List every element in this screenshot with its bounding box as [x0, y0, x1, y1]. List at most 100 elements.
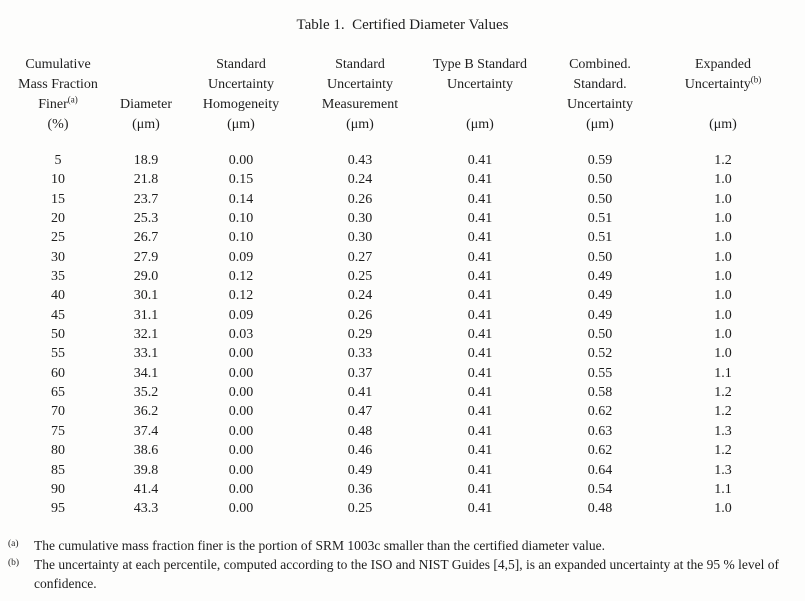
- table-cell: 21.8: [133, 172, 159, 188]
- table-cell: 0.62: [587, 404, 613, 420]
- table-cell: 75: [51, 423, 65, 439]
- column-header-text: Standard: [216, 57, 266, 72]
- table-cell: 0.51: [587, 211, 613, 227]
- table-cell: 1.2: [714, 404, 732, 420]
- table-cell: 0.00: [228, 385, 254, 401]
- table-row: 10 21.8 0.15 0.24 0.41 0.50 1.0: [6, 170, 786, 189]
- column-header-line: Uncertainty: [300, 75, 420, 95]
- table-cell: 0.12: [228, 288, 254, 304]
- footnote-text: The cumulative mass fraction finer is th…: [34, 538, 605, 553]
- column-header-text: Type B Standard: [433, 57, 527, 72]
- table-cell: 0.49: [587, 307, 613, 323]
- column-header-type-b-standard-uncertainty: Type B Standard Uncertainty (μm): [420, 55, 540, 135]
- column-header-line: (μm): [300, 115, 420, 135]
- column-header-line: Finer(a): [6, 95, 110, 115]
- table-cell: 0.09: [228, 307, 254, 323]
- column-header-text: (μm): [586, 117, 614, 132]
- column-header-text: Uncertainty: [326, 77, 394, 92]
- table-cell: 15: [51, 191, 65, 207]
- table-cell: 0.41: [467, 443, 493, 459]
- table-cell: 0.10: [228, 211, 254, 227]
- table-cell: 0.41: [467, 346, 493, 362]
- table-cell: 0.54: [587, 481, 613, 497]
- column-header-text: (μm): [346, 117, 374, 132]
- table-row: 45 31.1 0.09 0.26 0.41 0.49 1.0: [6, 306, 786, 325]
- table-cell: 0.43: [347, 153, 373, 168]
- table-cell: 0.41: [467, 230, 493, 246]
- table-cell: 0.41: [467, 501, 493, 517]
- table-cell: 0.50: [587, 327, 613, 343]
- table-cell: 30: [51, 249, 65, 265]
- table-cell: 31.1: [133, 307, 159, 323]
- table-cell: 1.2: [714, 443, 732, 459]
- table-cell: 0.49: [587, 288, 613, 304]
- footnote: (a) The cumulative mass fraction finer is…: [8, 536, 800, 555]
- footnote-marker: (b): [8, 558, 20, 568]
- table-cell: 1.0: [714, 172, 732, 188]
- column-header-text: Standard.: [573, 77, 627, 92]
- table-cell: 50: [51, 327, 65, 343]
- table-cell: 1.0: [714, 346, 732, 362]
- column-header-line: [110, 75, 182, 95]
- table-cell: 25.3: [133, 211, 159, 227]
- table-cell: 0.00: [228, 423, 254, 439]
- column-header-text: Standard: [335, 57, 385, 72]
- table-cell: 0.62: [587, 443, 613, 459]
- table-cell: 0.00: [228, 443, 254, 459]
- column-header-text: Measurement: [321, 97, 399, 112]
- table-cell: 0.00: [228, 346, 254, 362]
- table-row: 85 39.8 0.00 0.49 0.41 0.64 1.3: [6, 461, 786, 480]
- table-cell: 80: [51, 443, 65, 459]
- table-row: 40 30.1 0.12 0.24 0.41 0.49 1.0: [6, 286, 786, 305]
- column-header-text: Combined.: [569, 57, 631, 72]
- table-cell: 1.0: [714, 230, 732, 246]
- table-cell: 0.41: [467, 269, 493, 285]
- column-header-text: Mass Fraction: [18, 77, 98, 92]
- table-cell: 0.41: [467, 385, 493, 401]
- table-cell: 29.0: [133, 269, 159, 285]
- table-cell: 5: [54, 153, 62, 168]
- table-cell: 0.58: [587, 385, 613, 401]
- column-header-line: Uncertainty: [182, 75, 300, 95]
- table-cell: 0.00: [228, 481, 254, 497]
- table-cell: 0.41: [467, 365, 493, 381]
- table-cell: 0.00: [228, 501, 254, 517]
- column-header-standard-uncertainty-homogeneity: Standard Uncertainty Homogeneity (μm): [182, 55, 300, 135]
- table-cell: 0.36: [347, 481, 373, 497]
- table-row: 65 35.2 0.00 0.41 0.41 0.58 1.2: [6, 383, 786, 402]
- table-cell: 0.03: [228, 327, 254, 343]
- column-header-line: Mass Fraction: [6, 75, 110, 95]
- table-cell: 0.26: [347, 191, 373, 207]
- table-cell: 1.0: [714, 269, 732, 285]
- table-cell: 0.25: [347, 269, 373, 285]
- table-cell: 1.2: [714, 153, 732, 168]
- table-row: 55 33.1 0.00 0.33 0.41 0.52 1.0: [6, 344, 786, 363]
- table-row: 5 18.9 0.00 0.43 0.41 0.59 1.2: [6, 151, 786, 170]
- column-header-line: Uncertainty: [540, 95, 660, 115]
- table-row: 15 23.7 0.14 0.26 0.41 0.50 1.0: [6, 190, 786, 209]
- column-header-line: Combined.: [540, 55, 660, 75]
- column-header-line: (μm): [182, 115, 300, 135]
- table-cell: 1.3: [714, 423, 732, 439]
- column-header-cumulative-mass-fraction-finer: Cumulative Mass Fraction Finer(a) (%): [6, 55, 110, 135]
- table-cell: 33.1: [133, 346, 159, 362]
- table-cell: 27.9: [133, 249, 159, 265]
- column-header-line: Standard: [182, 55, 300, 75]
- table-cell: 85: [51, 462, 65, 478]
- table-cell: 0.41: [467, 462, 493, 478]
- table-cell: 0.41: [467, 172, 493, 188]
- table-row: 75 37.4 0.00 0.48 0.41 0.63 1.3: [6, 422, 786, 441]
- column-header-line: Uncertainty(b): [660, 75, 786, 95]
- table-row: 20 25.3 0.10 0.30 0.41 0.51 1.0: [6, 209, 786, 228]
- table-cell: 34.1: [133, 365, 159, 381]
- table-cell: 95: [51, 501, 65, 517]
- table-cell: 40: [51, 288, 65, 304]
- table-cell: 1.1: [714, 365, 732, 381]
- table-cell: 30.1: [133, 288, 159, 304]
- table-cell: 0.14: [228, 191, 254, 207]
- table-row: 60 34.1 0.00 0.37 0.41 0.55 1.1: [6, 364, 786, 383]
- table-body: 5 18.9 0.00 0.43 0.41 0.59 1.2 10 21.8 0.15 0.24 0.…: [6, 151, 786, 519]
- table-cell: 0.26: [347, 307, 373, 323]
- table-row: 80 38.6 0.00 0.46 0.41 0.62 1.2: [6, 441, 786, 460]
